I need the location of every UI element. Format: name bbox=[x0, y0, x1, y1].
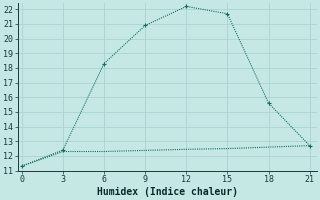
X-axis label: Humidex (Indice chaleur): Humidex (Indice chaleur) bbox=[97, 186, 237, 197]
